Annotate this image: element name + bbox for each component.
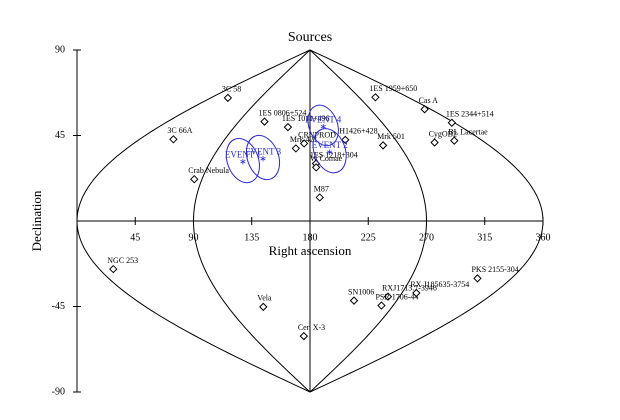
source-marker	[260, 117, 269, 126]
source-label: M87	[314, 184, 329, 193]
source-label: 1ES 1959+650	[369, 84, 417, 93]
source-marker	[473, 274, 482, 283]
source-label: H1426+428	[339, 127, 377, 136]
event-star: ∗	[239, 157, 247, 167]
source-marker	[383, 292, 393, 301]
source-label: 1ES 1011+496	[282, 114, 330, 123]
event-region	[245, 134, 281, 181]
source-marker	[223, 93, 233, 103]
y-tick-label: -45	[52, 301, 65, 312]
event-label: EVENT 3	[245, 147, 282, 157]
source-label: 1ES 2344+514	[446, 110, 494, 119]
source-label: 3C 66A	[167, 126, 192, 135]
y-tick-label: -90	[52, 386, 65, 397]
source-marker	[299, 331, 309, 341]
source-marker	[190, 174, 199, 184]
source-label: NGC 253	[107, 256, 138, 265]
source-label: PKS 2155-304	[471, 265, 518, 274]
source-marker	[109, 264, 118, 274]
x-tick-label: 315	[477, 232, 492, 243]
source-marker	[447, 118, 457, 127]
source-label: SN1006	[348, 287, 374, 296]
x-tick-label: 135	[244, 232, 259, 243]
source-marker	[450, 136, 459, 145]
source-label: RX J185635-3754	[410, 280, 469, 289]
source-marker	[299, 139, 309, 148]
chart-title: Sources	[288, 30, 332, 45]
y-axis-label: Declination	[29, 190, 44, 251]
source-label: Mrk 421	[290, 135, 318, 144]
source-label: W Comae	[310, 154, 343, 163]
event-region	[307, 104, 339, 147]
source-marker	[420, 105, 429, 114]
event-region	[225, 138, 260, 184]
x-tick-label: 360	[536, 232, 551, 243]
source-marker	[412, 288, 421, 298]
source-label: CygOB2	[429, 129, 457, 138]
source-label: BL Lacertae	[448, 127, 488, 136]
event-star: ∗	[326, 147, 334, 157]
source-label: CRNPROD	[298, 130, 336, 139]
source-label: Vela	[257, 294, 272, 303]
source-label: 1ES 0806+524	[258, 108, 306, 117]
event-label: EVENT 4	[305, 114, 342, 124]
x-tick-label: 180	[303, 232, 318, 243]
event-region	[312, 128, 347, 174]
x-tick-label: 225	[361, 232, 376, 243]
source-marker	[311, 163, 321, 172]
event-label: EVENT 2	[312, 140, 348, 150]
source-label: Cen X-3	[298, 323, 325, 332]
source-marker	[371, 93, 380, 102]
source-marker	[341, 135, 350, 145]
source-label: Mrk 501	[377, 132, 405, 141]
source-label: Cas A	[419, 96, 439, 105]
source-label: 1ES 1218+304	[310, 150, 358, 159]
source-marker	[283, 122, 293, 132]
event-label: EVENT 1	[225, 150, 261, 160]
source-marker	[259, 302, 268, 312]
event-star: ∗	[319, 121, 327, 131]
source-marker	[315, 193, 324, 202]
x-tick-label: 90	[189, 232, 199, 243]
source-label: PSR 1706-44	[375, 292, 418, 301]
source-marker	[430, 138, 439, 147]
x-tick-label: 270	[419, 232, 434, 243]
source-label: RXJ1713.7-3946	[382, 283, 437, 292]
source-label: Crab Nebula	[188, 166, 229, 175]
source-marker	[378, 141, 388, 150]
source-marker	[169, 135, 178, 144]
source-marker	[291, 144, 301, 153]
event-star: ∗	[259, 154, 267, 164]
source-marker	[349, 296, 359, 305]
source-label: 3C 58	[222, 85, 241, 94]
x-tick-label: 45	[130, 232, 140, 243]
y-tick-label: 90	[55, 44, 65, 55]
y-tick-label: 45	[55, 130, 65, 141]
source-marker	[377, 301, 386, 310]
